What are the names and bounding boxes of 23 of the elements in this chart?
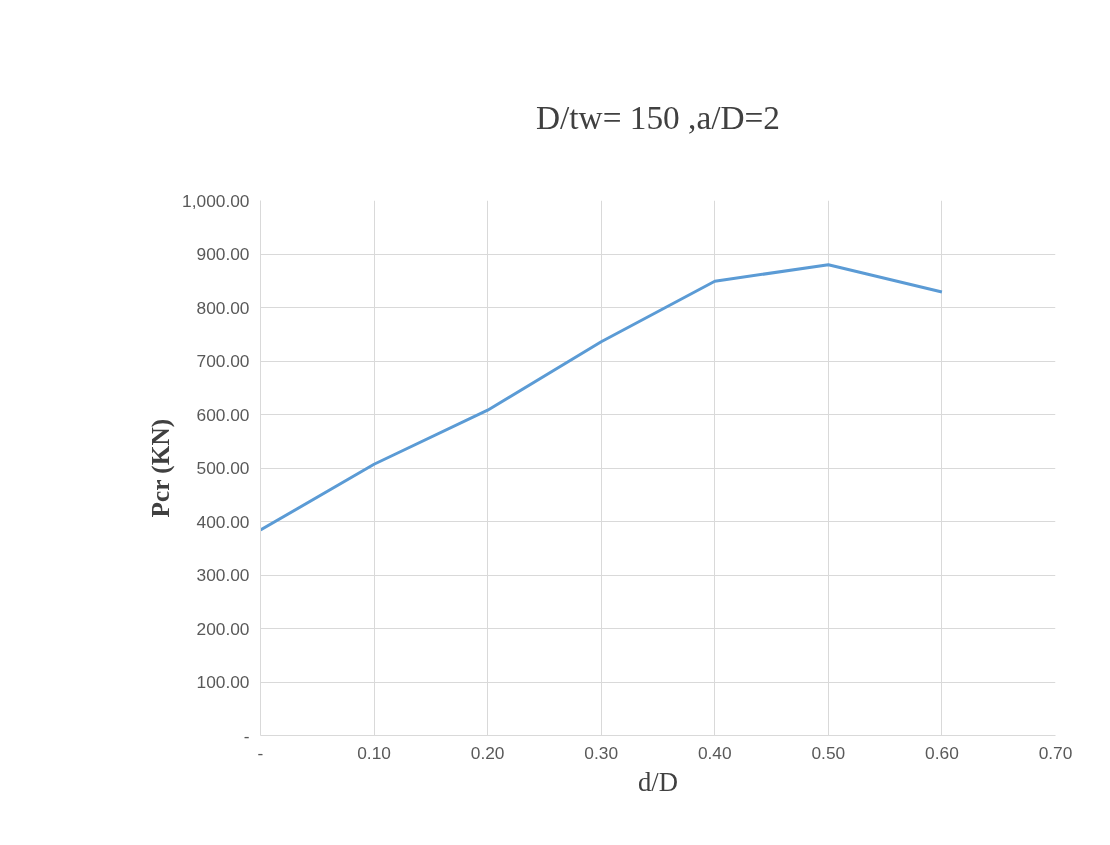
y-tick-label: 300.00 — [196, 565, 250, 585]
y-tick-label: 400.00 — [196, 511, 250, 532]
y-tick-label: 700.00 — [196, 351, 250, 371]
x-tick-label: 0.50 — [811, 742, 846, 763]
y-tick-label: 1,000.00 — [182, 190, 250, 211]
x-tick-label: 0.70 — [1038, 742, 1073, 763]
x-tick-label: 0.40 — [697, 742, 732, 763]
x-tick-label: 0.60 — [925, 742, 959, 763]
line-series — [260, 263, 944, 532]
y-tick-label: 900.00 — [196, 244, 250, 264]
y-tick-label: 600.00 — [196, 404, 250, 425]
x-tick-label: 0.30 — [584, 742, 619, 763]
x-tick-label: - — [257, 742, 264, 763]
chart-title: D/tw= 150 ,a/D=2 — [535, 98, 781, 136]
y-tick-label: 200.00 — [196, 618, 250, 639]
x-tick-label: 0.10 — [357, 742, 391, 763]
y-tick-label: 800.00 — [196, 297, 250, 318]
x-tick-label: 0.20 — [470, 742, 505, 763]
y-tick-label: 500.00 — [196, 458, 250, 478]
x-axis-title: d/D — [638, 766, 678, 797]
y-tick-label: 100.00 — [196, 672, 250, 692]
y-axis-title: Pcr (KN) — [146, 418, 176, 518]
y-tick-label: - — [243, 725, 250, 746]
